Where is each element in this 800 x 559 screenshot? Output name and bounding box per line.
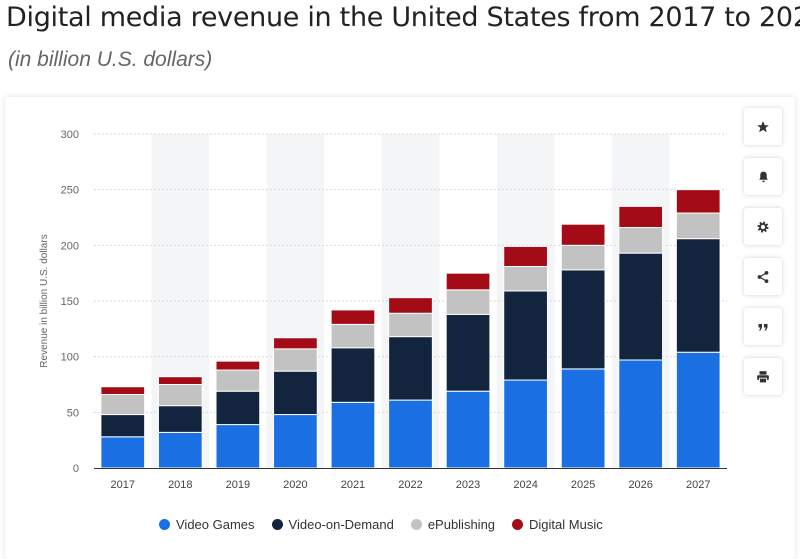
share-icon (757, 270, 769, 283)
bar-video-games (445, 390, 491, 469)
cite-button[interactable] (744, 308, 782, 345)
x-tick-label: 2025 (571, 479, 595, 491)
bar-video-on-demand (445, 313, 491, 392)
chart-toolbar (744, 108, 782, 395)
legend-swatch (271, 519, 283, 530)
x-tick-label: 2020 (283, 479, 307, 491)
legend-swatch (159, 519, 170, 530)
bar-video-on-demand (215, 390, 261, 426)
print-icon (757, 370, 769, 383)
bar-video-on-demand (560, 269, 606, 370)
bar-digital-music (503, 245, 548, 267)
notification-button[interactable] (744, 158, 782, 195)
x-tick-label: 2019 (226, 479, 250, 491)
print-button[interactable] (744, 358, 782, 395)
bar-video-on-demand (618, 252, 664, 361)
legend-item[interactable]: ePublishing (410, 517, 496, 532)
y-tick-label: 200 (61, 240, 79, 252)
legend-item[interactable]: Video-on-Demand (271, 517, 394, 532)
x-tick-label: 2027 (686, 479, 710, 491)
legend-label: Video-on-Demand (288, 517, 394, 532)
share-button[interactable] (744, 258, 782, 295)
legend-label: Video Games (176, 517, 255, 532)
bell-icon (758, 171, 768, 182)
bar-digital-music (157, 376, 203, 385)
legend-label: Digital Music (529, 517, 603, 532)
bar-digital-music (618, 205, 664, 229)
bar-video-games (273, 414, 318, 469)
y-axis-label: Revenue in billion U.S. dollars (39, 234, 50, 367)
favorite-button[interactable] (744, 108, 782, 145)
bar-epublishing (330, 323, 376, 349)
bar-epublishing (560, 244, 606, 271)
star-icon (757, 120, 769, 132)
x-tick-label: 2026 (628, 479, 652, 491)
bar-video-on-demand (503, 290, 548, 381)
bar-video-games (100, 436, 146, 469)
bar-epublishing (618, 227, 664, 254)
bar-digital-music (100, 386, 146, 396)
bar-digital-music (388, 297, 433, 314)
y-tick-label: 250 (61, 185, 79, 197)
bar-video-games (157, 431, 203, 469)
legend-swatch (410, 519, 422, 530)
settings-button[interactable] (744, 208, 782, 245)
bar-video-on-demand (100, 414, 146, 438)
x-tick-label: 2024 (513, 479, 537, 491)
y-tick-label: 150 (61, 296, 79, 308)
chart-title: Digital media revenue in the United Stat… (6, 2, 800, 33)
legend-item[interactable]: Video Games (159, 517, 255, 532)
bar-video-games (215, 424, 261, 469)
x-tick-label: 2021 (341, 479, 365, 491)
bar-digital-music (273, 337, 318, 350)
y-tick-label: 300 (61, 129, 79, 141)
bar-epublishing (503, 265, 548, 292)
gear-icon (757, 220, 769, 233)
y-tick-label: 50 (67, 407, 79, 419)
bar-digital-music (330, 309, 376, 325)
bar-video-games (618, 359, 664, 469)
x-tick-label: 2023 (456, 479, 480, 491)
bar-video-games (330, 401, 376, 469)
bar-video-games (503, 379, 548, 469)
bar-video-on-demand (388, 336, 433, 401)
bar-epublishing (100, 394, 146, 416)
x-tick-label: 2018 (168, 479, 192, 491)
x-tick-label: 2022 (398, 479, 422, 491)
chart-subtitle: (in billion U.S. dollars) (8, 48, 213, 71)
bar-video-games (560, 368, 606, 469)
legend-item[interactable]: Digital Music (512, 517, 603, 532)
bar-digital-music (445, 272, 491, 291)
bar-digital-music (215, 360, 261, 371)
y-tick-label: 0 (73, 463, 79, 475)
bar-epublishing (273, 348, 318, 372)
bar-epublishing (157, 384, 203, 407)
bar-digital-music (675, 189, 721, 214)
bar-digital-music (560, 223, 606, 246)
x-tick-label: 2017 (111, 479, 135, 491)
chart-legend: Video Games Video-on-Demand ePublishing Dig… (159, 517, 603, 532)
legend-swatch (512, 519, 524, 530)
bar-video-games (388, 399, 433, 469)
bar-epublishing (215, 369, 261, 392)
legend-label: ePublishing (427, 517, 496, 532)
bar-epublishing (675, 212, 721, 240)
bar-epublishing (445, 289, 491, 315)
bar-video-on-demand (157, 405, 203, 433)
bar-epublishing (388, 312, 433, 338)
bar-video-games (675, 351, 721, 469)
bar-video-on-demand (273, 370, 318, 416)
bar-video-on-demand (330, 347, 376, 403)
bar-video-on-demand (675, 238, 721, 353)
quote-icon (758, 323, 768, 330)
y-tick-label: 100 (61, 352, 79, 364)
